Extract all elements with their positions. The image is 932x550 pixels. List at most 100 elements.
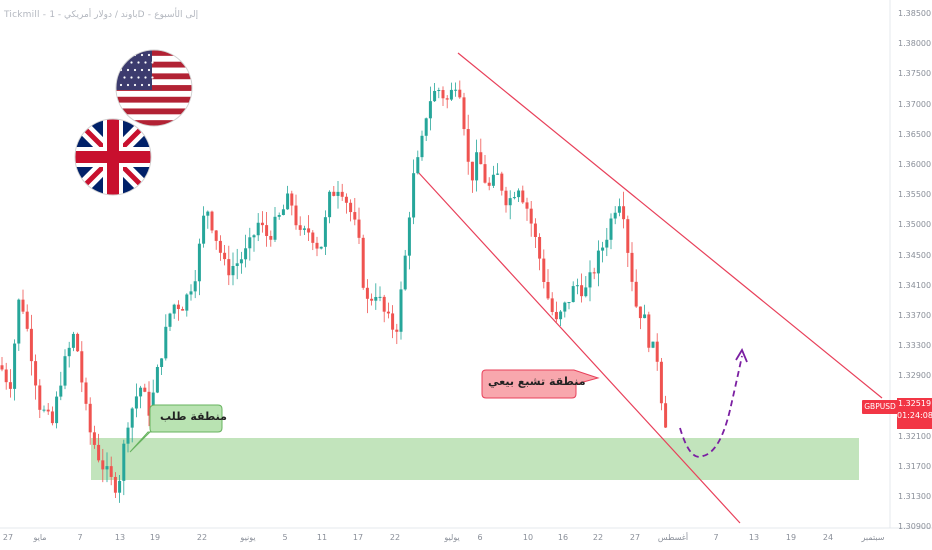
candle-body	[21, 299, 25, 312]
candle-body	[134, 396, 138, 409]
candle-body	[437, 90, 441, 92]
y-tick-label: 1.30900	[898, 522, 932, 532]
candle-body	[559, 311, 563, 320]
demand-callout-bubble[interactable]	[129, 404, 223, 453]
candle-body	[76, 333, 80, 352]
candle-body	[601, 247, 605, 251]
sell-zone-label: منطقة تشبع بيعي	[488, 375, 586, 388]
channel-upper-line	[457, 52, 883, 399]
candle-body	[206, 211, 210, 216]
candle-body	[580, 285, 584, 297]
y-tick-label: 1.36500	[898, 129, 932, 139]
candle-body	[63, 356, 67, 386]
candle-body	[487, 182, 491, 186]
candle-body	[433, 90, 437, 102]
candle-body	[634, 281, 638, 307]
candle-body	[533, 223, 537, 237]
candle-body	[122, 443, 126, 481]
candle-body	[4, 369, 8, 383]
uk-flag-icon	[74, 118, 152, 196]
projection-path	[679, 355, 743, 458]
candle-body	[378, 296, 382, 298]
x-tick-label: يوليو	[444, 533, 460, 542]
candle-body	[475, 152, 479, 181]
candle-body	[664, 403, 668, 428]
candle-body	[529, 208, 533, 224]
candle-body	[659, 361, 663, 404]
candle-body	[181, 309, 185, 311]
x-tick-label: 17	[352, 533, 364, 542]
x-tick-label: 13	[114, 533, 126, 542]
candle-body	[139, 387, 143, 397]
candle-body	[164, 326, 168, 359]
candle-body	[521, 190, 525, 203]
candle-body	[101, 460, 105, 470]
candle-body	[34, 361, 38, 386]
candle-body	[416, 157, 420, 174]
candle-body	[567, 302, 571, 304]
candle-body	[584, 287, 588, 297]
x-tick-label: 16	[557, 533, 569, 542]
candle-body	[223, 252, 227, 260]
x-tick-label: 19	[785, 533, 797, 542]
x-tick-label: سبتمبر	[861, 533, 885, 542]
candle-body	[546, 281, 550, 299]
y-tick-label: 1.38500	[898, 9, 932, 18]
candle-body	[462, 97, 466, 130]
candle-body	[160, 358, 164, 367]
candle-body	[441, 90, 445, 99]
candle-body	[193, 281, 197, 292]
candle-body	[265, 225, 269, 236]
candle-body	[260, 222, 264, 226]
candle-body	[227, 259, 231, 276]
symbol-badge[interactable]: GBPUSD	[862, 400, 898, 414]
candle-body	[281, 209, 285, 216]
candle-body	[286, 193, 290, 210]
candle-body	[231, 265, 235, 276]
y-tick-label: 1.35500	[898, 190, 932, 200]
x-tick-label: يونيو	[240, 533, 256, 542]
candle-body	[235, 263, 239, 266]
candle-body	[71, 333, 75, 348]
candle-body	[466, 129, 470, 162]
candle-body	[218, 240, 222, 253]
projection-arrowhead	[735, 348, 748, 363]
candle-body	[323, 217, 327, 247]
candle-body	[17, 299, 21, 344]
candle-body	[210, 211, 214, 231]
x-tick-label: 11	[316, 533, 328, 542]
y-tick-label: 1.33700	[898, 311, 932, 320]
candle-body	[596, 250, 600, 274]
candle-body	[647, 314, 651, 348]
candle-body	[504, 190, 508, 206]
candle-body	[244, 248, 248, 260]
bar-countdown: 01:24:08	[897, 411, 932, 420]
candle-body	[424, 118, 428, 136]
candle-body	[399, 289, 403, 332]
candle-body	[126, 427, 130, 444]
y-tick-label: 1.34100	[898, 280, 932, 290]
y-tick-label: 1.38000	[898, 39, 932, 49]
y-tick-label: 1.32900	[898, 371, 932, 381]
candle-body	[525, 202, 529, 209]
candle-body	[643, 314, 647, 319]
candle-body	[449, 89, 453, 100]
candle-body	[84, 382, 88, 404]
candle-body	[344, 196, 348, 203]
candle-body	[349, 202, 353, 213]
y-tick-label: 1.37500	[898, 69, 932, 79]
candle-body	[428, 101, 432, 119]
candle-body	[538, 236, 542, 259]
sell-callout-bubble[interactable]	[481, 369, 600, 399]
y-tick-label: 1.32100	[898, 431, 932, 441]
demand-zone-label: منطقة طلب	[160, 410, 227, 423]
candle-body	[269, 235, 273, 240]
x-tick-label: 10	[522, 533, 534, 542]
candle-body	[483, 164, 487, 183]
candle-body	[239, 259, 243, 264]
candle-body	[386, 311, 390, 314]
candle-body	[491, 174, 495, 186]
candle-body	[38, 385, 42, 410]
